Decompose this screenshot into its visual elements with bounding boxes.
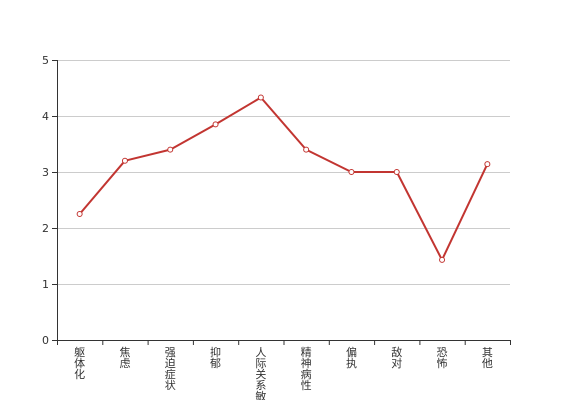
data-point (76, 211, 83, 217)
series-layer (76, 94, 491, 263)
x-tick-label: 焦虑 (119, 346, 130, 370)
data-point (167, 146, 174, 153)
x-tick-label: 躯体化 (74, 346, 85, 381)
data-point (212, 121, 219, 128)
series-line (78, 96, 489, 261)
grid-layer (57, 60, 510, 285)
data-point (484, 161, 491, 168)
x-tick-label: 精神病性 (301, 346, 312, 392)
y-tick-label: 1 (42, 278, 49, 291)
y-tick-label: 3 (42, 166, 49, 179)
y-tick-label: 0 (42, 334, 49, 347)
x-tick-label: 强迫症状 (165, 346, 176, 392)
x-tick-label: 人际关系敏感 (255, 346, 266, 400)
y-tick-label: 4 (42, 110, 49, 123)
data-point (303, 146, 310, 153)
x-tick-label: 偏执 (346, 345, 357, 370)
label-layer: 0 1 2 3 4 5 躯体化 焦虑 强迫症状 抑郁 人际关系敏感 精神病性 偏执 敌对 恐怖 其他 (42, 54, 493, 400)
y-tick-label: 5 (42, 54, 49, 67)
axis-layer (52, 60, 511, 345)
data-point (439, 256, 446, 263)
y-tick-label: 2 (42, 222, 49, 235)
data-point (393, 169, 400, 175)
data-point (257, 94, 264, 101)
data-point (121, 157, 128, 164)
x-tick-label: 其他 (482, 346, 493, 370)
x-tick-label: 恐怖 (437, 346, 448, 370)
x-tick-label: 敌对 (391, 345, 402, 370)
data-point (348, 169, 355, 175)
x-tick-label: 抑郁 (210, 345, 221, 370)
